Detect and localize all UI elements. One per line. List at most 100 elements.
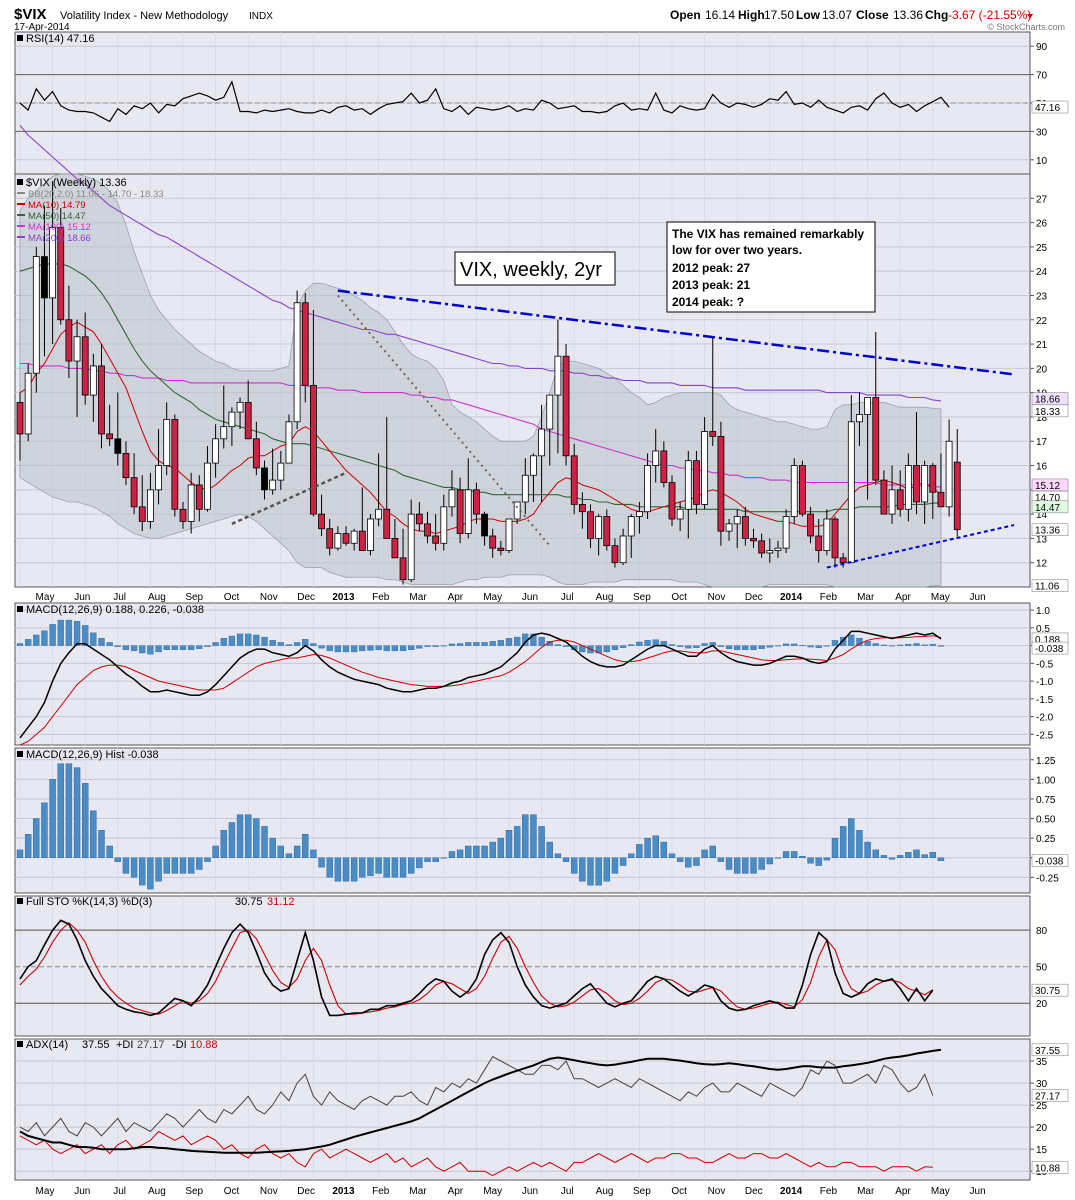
macd-hist-bar: [261, 636, 268, 646]
price-legend-title: $VIX (Weekly) 13.36: [26, 177, 127, 189]
macd-hist-bar: [872, 643, 879, 646]
high-label: High: [738, 8, 765, 22]
price-tag-bb-lower: 11.06: [1035, 582, 1060, 593]
candle-body: [611, 545, 619, 564]
macd-hist-bar: [864, 641, 871, 646]
macd-histogram-bar: [676, 857, 684, 862]
macd-hist-bar: [302, 639, 309, 646]
macd-histogram-bar: [473, 845, 480, 858]
macd-last-value: 0.188: [1035, 635, 1060, 646]
macd-hist-bar: [41, 630, 48, 646]
macd-hist-bar: [448, 643, 456, 646]
candle-body: [766, 550, 774, 554]
macd-histogram-bar: [179, 857, 187, 874]
stoch-legend-label: Full STO %K(14,3) %D(3): [26, 896, 152, 908]
macd-hist-bar: [375, 645, 382, 651]
candle-body: [391, 538, 399, 559]
macd-histogram-bar: [839, 826, 847, 858]
down-arrow-icon: [1027, 14, 1033, 19]
candle-body: [326, 528, 334, 549]
candle-body: [155, 465, 162, 491]
candle-body: [318, 513, 325, 530]
macd-histogram-bar: [269, 837, 276, 858]
rsi-line: [19, 80, 950, 123]
price-xaxis-label: Apr: [448, 592, 464, 603]
candle-body: [684, 460, 692, 510]
bottom-xaxis-label: Jul: [113, 1186, 126, 1197]
candle-body: [937, 491, 945, 508]
price-xaxis-label: May: [483, 592, 502, 603]
macd-hist-ytick-label: -0.25: [1036, 873, 1059, 884]
bottom-xaxis-label: Mar: [857, 1186, 875, 1197]
candle-body: [383, 508, 391, 539]
macd-legend-swatch: [17, 606, 23, 612]
macd-hist-bar: [310, 643, 317, 646]
price-xaxis-label: 2013: [332, 592, 355, 603]
price-ytick-label: 17: [1036, 437, 1048, 448]
macd-ytick-label: 1.0: [1036, 606, 1050, 617]
candle-body: [880, 479, 888, 515]
macd-ytick-label: -2.0: [1036, 713, 1054, 724]
macd-hist-bar: [367, 645, 374, 651]
price-panel: 1213141516171819202122232425262718.6618.…: [14, 125, 1069, 593]
macd-hist-bar: [856, 637, 863, 646]
candle-body: [725, 523, 733, 532]
copyright: © StockCharts.com: [987, 22, 1065, 32]
macd-histogram-bar: [302, 834, 309, 858]
rsi-ytick-label: 70: [1036, 71, 1048, 82]
macd-hist-bar: [57, 619, 64, 646]
candle-body: [220, 426, 228, 440]
price-xaxis-label: Jun: [970, 592, 986, 603]
macd-histogram-bar: [905, 852, 912, 858]
candle-body: [913, 465, 920, 503]
macd-hist-bar: [799, 645, 806, 646]
price-xaxis-label: Oct: [224, 592, 240, 603]
stoch-legend-swatch: [17, 898, 23, 904]
macd-hist-bar: [554, 644, 562, 646]
macd-histogram-bar: [897, 855, 904, 858]
macd-histogram-bar: [57, 763, 64, 858]
candle-body: [138, 506, 146, 522]
macd-histogram-bar: [685, 857, 692, 868]
price-legend-item-0: BB(20,2.0) 11.06 - 14.70 - 18.33: [28, 189, 164, 200]
adx-ytick-label: 35: [1036, 1057, 1048, 1068]
macd-histogram-bar: [595, 857, 602, 886]
minus-di-last-value: 10.88: [1035, 1163, 1060, 1174]
candle-body: [799, 465, 806, 515]
candle-body: [98, 365, 105, 435]
candle-body: [823, 518, 831, 551]
price-tag-bb-lower-box: [1031, 579, 1069, 592]
macd-histogram-bar: [823, 857, 831, 861]
price-ytick-label: 14: [1036, 510, 1048, 521]
adx-legend-plus-di-label: +DI: [116, 1039, 133, 1051]
close-value: 13.36: [893, 8, 923, 22]
macd-hist-bar: [897, 644, 904, 646]
bottom-xaxis-label: 2013: [332, 1186, 355, 1197]
macd-hist-bar: [937, 645, 945, 647]
macd-hist-bar: [33, 634, 40, 646]
candle-body: [204, 462, 211, 510]
macd-hist-bar: [815, 645, 822, 648]
macd-hist-bar: [929, 643, 936, 646]
macd-histogram-bar: [416, 857, 423, 869]
candle-body: [888, 489, 896, 515]
bottom-xaxis-label: Aug: [596, 1186, 614, 1197]
falling-dotted-trendline: [337, 294, 551, 547]
price-tag-bb-mid: 14.70: [1035, 493, 1060, 504]
rsi-ytick-label: 10: [1036, 156, 1048, 167]
candle-body: [448, 489, 456, 508]
macd-histogram-bar: [848, 818, 855, 858]
candle-body: [187, 484, 195, 522]
candle-body: [244, 401, 252, 440]
macd-hist-bar: [497, 640, 505, 646]
candle-body: [864, 397, 871, 415]
price-xaxis-label: Jul: [113, 592, 126, 603]
macd-histogram-bar: [391, 857, 399, 878]
stoch-ytick-label: 80: [1036, 926, 1048, 937]
macd-histogram-bar: [807, 857, 814, 864]
macd-histogram-bar: [253, 818, 260, 858]
bottom-xaxis-label: Jun: [522, 1186, 538, 1197]
price-ytick-label: 12: [1036, 559, 1048, 570]
macd-histogram-bar: [888, 857, 896, 860]
candle-body: [285, 421, 293, 464]
